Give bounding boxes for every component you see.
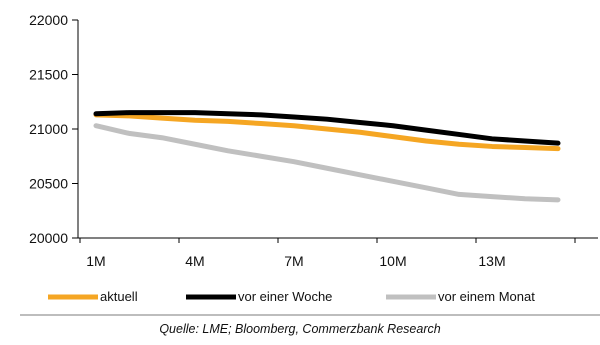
x-axis-ticks: 1M 4M 7M 10M 13M — [79, 238, 576, 269]
series-lines — [93, 110, 561, 203]
source-note: Quelle: LME; Bloomberg, Commerzbank Rese… — [159, 322, 441, 336]
x-tick-label: 13M — [478, 253, 505, 269]
x-tick-label: 1M — [86, 253, 105, 269]
legend-label: aktuell — [100, 289, 138, 304]
y-axis-ticks: 20000 20500 21000 21500 22000 — [29, 12, 78, 246]
y-tick-label: 20500 — [29, 176, 68, 192]
y-tick-label: 21000 — [29, 121, 68, 137]
series-line-2 — [93, 123, 561, 203]
legend-label: vor einem Monat — [438, 289, 535, 304]
y-tick-label: 21500 — [29, 67, 68, 83]
y-tick-label: 22000 — [29, 12, 68, 28]
legend: aktuell vor einer Woche vor einem Monat — [48, 289, 535, 304]
x-tick-label: 4M — [185, 253, 204, 269]
legend-label: vor einer Woche — [238, 289, 332, 304]
x-tick-label: 10M — [379, 253, 406, 269]
series-line-0 — [93, 112, 561, 152]
x-tick-label: 7M — [284, 253, 303, 269]
series-line-1 — [93, 110, 561, 146]
y-tick-label: 20000 — [29, 230, 68, 246]
divider — [20, 314, 600, 316]
